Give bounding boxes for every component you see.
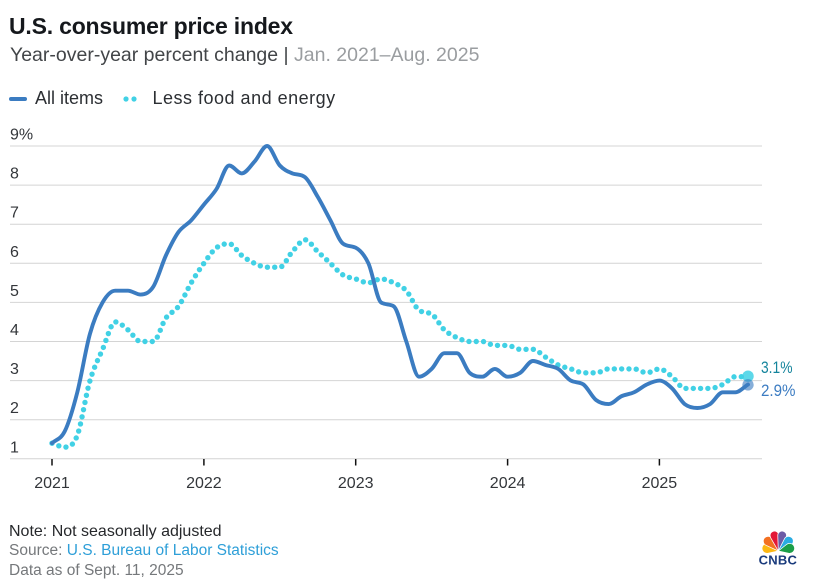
svg-text:2.9%: 2.9% bbox=[761, 382, 796, 400]
svg-text:8: 8 bbox=[10, 166, 19, 183]
svg-text:5: 5 bbox=[10, 283, 19, 300]
svg-text:7: 7 bbox=[10, 205, 19, 222]
svg-text:2023: 2023 bbox=[338, 475, 374, 492]
svg-text:2024: 2024 bbox=[490, 475, 526, 492]
svg-text:CNBC: CNBC bbox=[759, 553, 798, 568]
svg-text:2: 2 bbox=[10, 400, 19, 417]
svg-text:All items: All items bbox=[35, 88, 103, 108]
svg-text:Less food and energy: Less food and energy bbox=[153, 88, 336, 108]
svg-text:2022: 2022 bbox=[186, 475, 222, 492]
svg-text:1: 1 bbox=[10, 439, 19, 456]
svg-text:2021: 2021 bbox=[34, 475, 70, 492]
svg-text:3: 3 bbox=[10, 361, 19, 378]
svg-text:4: 4 bbox=[10, 322, 19, 339]
svg-text:2025: 2025 bbox=[642, 475, 678, 492]
svg-text:3.1%: 3.1% bbox=[761, 359, 793, 377]
svg-text:9%: 9% bbox=[10, 127, 33, 144]
svg-text:6: 6 bbox=[10, 244, 19, 261]
